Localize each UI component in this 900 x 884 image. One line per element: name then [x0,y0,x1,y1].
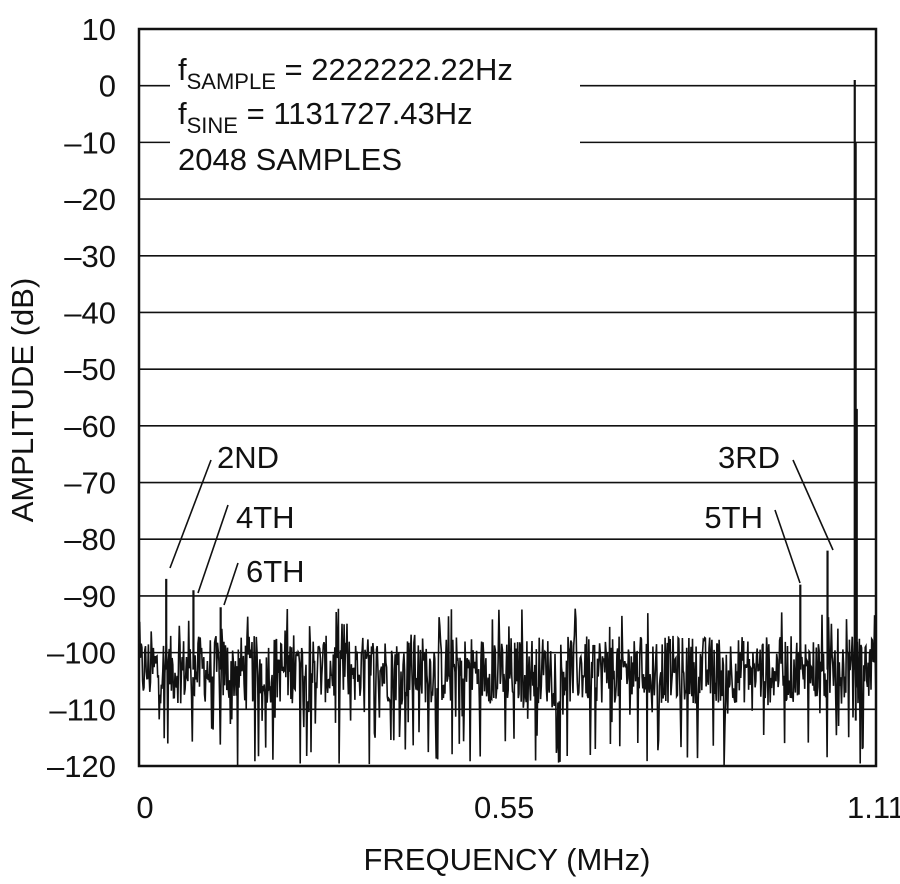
plot-frame [137,27,878,768]
harmonic-annotations: 2ND 4TH 6TH 3RD 5TH [169,440,834,606]
y-tick-label: –10 [64,125,116,160]
y-tick-labels: 10 0 –10 –20 –30 –40 –50 –60 –70 –80 –90 –100 –110 –1… [47,12,116,784]
y-tick-label: –30 [64,239,116,274]
y-tick-label: –110 [49,692,116,727]
annotation-leader [223,562,239,606]
harmonic-label: 2ND [217,440,279,475]
harmonic-label: 3RD [718,440,780,475]
y-tick-label: –70 [64,466,116,501]
y-tick-label: –40 [64,295,116,330]
y-tick-label: 10 [82,12,116,47]
harmonic-label: 5TH [704,500,763,535]
harmonic-label: 6TH [246,554,305,589]
annotation-leader [774,509,801,584]
legend: fSAMPLE = 2222222.22Hz fSINE = 1131727.4… [178,52,513,177]
x-tick-labels: 0 0.55 1.11 [136,790,900,825]
y-tick-label: –50 [64,352,116,387]
annotation-leader [197,504,229,594]
legend-backdrop [170,36,580,176]
legend-line-samples: 2048 SAMPLES [178,142,402,177]
legend-line-sample: fSAMPLE = 2222222.22Hz [178,52,513,94]
annotation-leader [169,459,212,569]
harmonic-label: 4TH [236,500,295,535]
gridlines [139,84,876,711]
noise-floor-trace [138,608,877,766]
y-tick-label: –20 [64,182,116,217]
legend-line-sine: fSINE = 1131727.43Hz [178,96,473,138]
y-tick-label: –90 [64,579,116,614]
y-tick-label: 0 [99,69,116,104]
x-tick-label: 1.11 [847,790,900,825]
y-axis-label: AMPLITUDE (dB) [5,278,40,523]
spectral-peaks [165,80,858,721]
y-tick-label: –80 [64,522,116,557]
x-axis-label: FREQUENCY (MHz) [363,842,650,877]
x-tick-label: 0 [136,790,153,825]
annotation-leader [792,459,834,551]
x-tick-label: 0.55 [474,790,534,825]
y-tick-label: –120 [47,749,116,784]
y-tick-label: –100 [47,636,116,671]
y-tick-label: –60 [64,409,116,444]
